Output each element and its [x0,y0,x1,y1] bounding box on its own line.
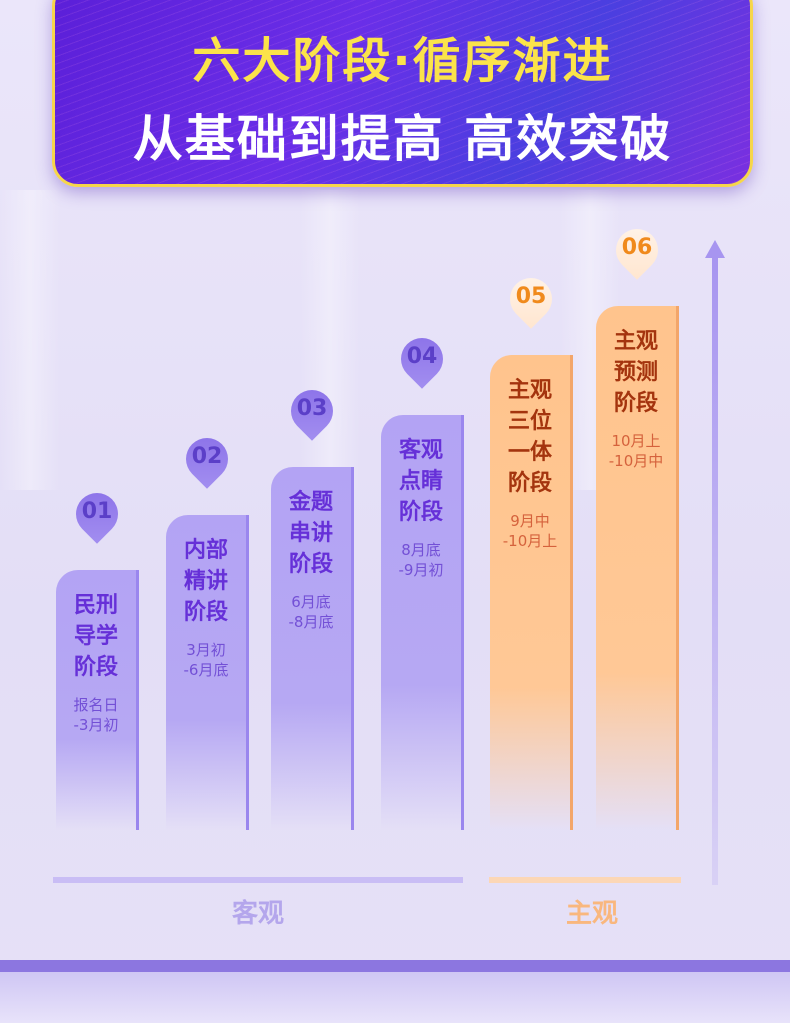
stage-bar: 客观点睛阶段 8月底 -9月初 [381,415,464,830]
stage-date-end: -10月上 [502,532,558,550]
stage-date-start: 6月底 [291,593,331,611]
stage-name: 主观三位一体阶段 [507,377,552,496]
stage-date-end: -6月底 [183,661,229,679]
arrow-up-icon [705,240,725,258]
stage-name: 金题串讲阶段 [288,489,333,577]
stage-bar: 金题串讲阶段 6月底 -8月底 [271,467,354,830]
header-banner: 六大阶段·循序渐进 从基础到提高 高效突破 [52,0,753,187]
objective-label: 客观 [232,899,285,929]
title-line2: 从基础到提高 高效突破 [132,110,673,168]
stage-date: 报名日 -3月初 [56,695,136,735]
progress-arrow [712,255,718,885]
stage-date-start: 9月中 [510,512,550,530]
stage-date-end: -9月初 [398,561,444,579]
stage-bar: 主观三位一体阶段 9月中 -10月上 [490,355,573,830]
stage-date-start: 10月上 [611,432,661,450]
stage-date: 9月中 -10月上 [490,511,570,551]
bg-decor [300,190,360,490]
subjective-baseline [489,877,681,883]
stage-name: 民刑导学阶段 [73,592,118,680]
stage-date-end: -8月底 [288,613,334,631]
stage-number: 02 [191,444,223,469]
stage-date-end: -10月中 [608,452,664,470]
stage-bar: 主观预测阶段 10月上 -10月中 [596,306,679,830]
bottom-section [0,972,790,1023]
stage-number: 01 [81,499,113,524]
stage-number: 03 [296,396,328,421]
stage-date-end: -3月初 [73,716,119,734]
stage-date: 3月初 -6月底 [166,640,246,680]
stage-bar: 民刑导学阶段 报名日 -3月初 [56,570,139,830]
stage-name: 主观预测阶段 [613,328,658,416]
subjective-label: 主观 [566,899,619,929]
stage-date-start: 3月初 [186,641,226,659]
stage-name: 内部精讲阶段 [183,537,228,625]
stage-name: 客观点睛阶段 [398,437,443,525]
stage-number: 06 [621,235,653,260]
stage-number: 05 [515,284,547,309]
stage-date-start: 报名日 [73,696,119,714]
stage-bar: 内部精讲阶段 3月初 -6月底 [166,515,249,830]
title-line1: 六大阶段·循序渐进 [192,33,613,89]
bg-decor [0,190,60,490]
stage-number: 04 [406,344,438,369]
stage-date: 10月上 -10月中 [596,431,676,471]
bottom-band [0,960,790,972]
stage-date: 6月底 -8月底 [271,592,351,632]
stage-date-start: 8月底 [401,541,441,559]
objective-baseline [53,877,463,883]
stage-date: 8月底 -9月初 [381,540,461,580]
